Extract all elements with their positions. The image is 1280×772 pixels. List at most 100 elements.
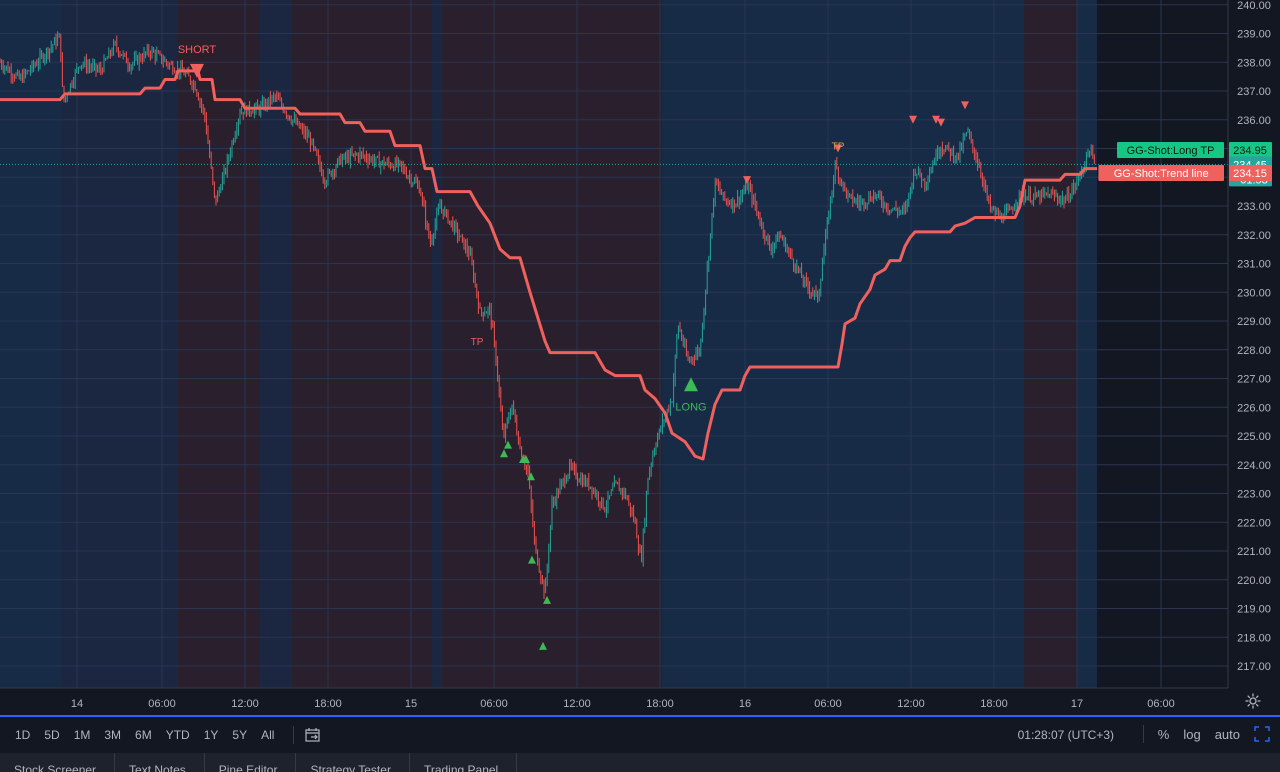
sell-signal-marker [909,115,917,124]
range-3m-button[interactable]: 3M [104,728,122,742]
y-tick-label: 222.00 [1237,517,1271,529]
y-tick-label: 224.00 [1237,460,1271,472]
buy-signal-marker [528,555,536,564]
x-tick-label: 12:00 [563,698,591,710]
buy-signal-marker [504,440,512,449]
price-axis-bg [1228,0,1280,715]
zone-neutral [432,0,442,688]
y-tick-label: 240.00 [1237,0,1271,12]
x-tick-label: 06:00 [148,698,176,710]
scale-controls: % log auto [1142,725,1270,743]
tp-marker: TP [471,337,484,348]
y-tick-label: 221.00 [1237,546,1271,558]
range-ytd-button[interactable]: YTD [165,728,190,742]
clock-timezone[interactable]: 01:28:07 (UTC+3) [1017,728,1114,742]
buy-signal-marker [527,472,535,481]
range-all-button[interactable]: All [261,728,275,742]
y-tick-label: 228.00 [1237,345,1271,357]
long-signal-label: LONG [675,401,706,413]
tab-trading-panel[interactable]: Trading Panel [410,753,518,772]
y-tick-label: 231.00 [1237,259,1271,271]
sell-signal-marker [932,115,940,124]
price-labels: GG-Shot:Long TP234.95234.4501:53GG-Shot:… [1098,141,1272,187]
y-tick-label: 239.00 [1237,29,1271,41]
sell-signal-marker [834,144,842,153]
y-tick-label: 227.00 [1237,374,1271,386]
range-6m-button[interactable]: 6M [135,728,152,742]
toolbar-divider [293,726,295,744]
range-5d-button[interactable]: 5D [44,728,60,742]
sell-signal-marker [961,101,969,110]
y-tick-label: 219.00 [1237,604,1271,616]
range-1d-button[interactable]: 1D [15,728,31,742]
tab-pine-editor[interactable]: Pine Editor [205,753,297,772]
y-tick-label: 230.00 [1237,287,1271,299]
y-tick-label: 232.00 [1237,230,1271,242]
range-1y-button[interactable]: 1Y [203,728,219,742]
price-chart[interactable]: SHORT LONG TP TP 217.00 218.00 219.00 220.00 221… [0,0,1280,715]
sell-signal-marker [937,118,945,127]
future-area [1097,0,1228,688]
price-tag [1229,141,1272,158]
y-tick-label: 220.00 [1237,575,1271,587]
toolbar-divider [1142,725,1144,743]
buy-signal-marker [539,641,547,650]
x-tick-label: 06:00 [814,698,842,710]
short-signal-label: SHORT [178,44,217,56]
bottom-panel-tabs: Stock Screener Text Notes Pine Editor St… [0,753,1280,772]
y-tick-label: 229.00 [1237,316,1271,328]
y-tick-label: 238.00 [1237,57,1271,69]
x-tick-label: 06:00 [1147,698,1175,710]
zone-bear [178,0,260,688]
bottom-toolbar: 1D 5D 1M 3M 6M YTD 1Y 5Y All 01:28:07 (U… [0,715,1280,753]
buy-signal-marker [500,449,508,458]
sell-signal-marker [190,63,204,78]
x-tick-label: 06:00 [480,698,508,710]
percent-scale-button[interactable]: % [1157,726,1170,742]
x-tick-label: 18:00 [646,698,674,710]
buy-signal-marker [543,595,551,604]
series-name-tag [1117,141,1224,158]
x-tick-label: 14 [71,698,83,710]
fullscreen-icon[interactable] [1254,726,1270,742]
y-tick-label: 237.00 [1237,86,1271,98]
range-5y-button[interactable]: 5Y [232,728,248,742]
zone-bull [1077,0,1097,688]
auto-scale-button[interactable]: auto [1214,726,1240,742]
zone-neutral [62,0,178,688]
y-tick-label: 217.00 [1237,661,1271,673]
x-tick-label: 15 [405,698,417,710]
price-tag-value: 234.15 [1233,168,1267,180]
tab-strategy-tester[interactable]: Strategy Tester [296,753,410,772]
buy-signal-marker [684,377,698,392]
x-tick-label: 18:00 [980,698,1008,710]
y-tick-label: 236.00 [1237,115,1271,127]
price-tag-value: 234.95 [1233,145,1267,157]
price-axis: 217.00 218.00 219.00 220.00 221.00 222.00 223.… [1227,0,1280,715]
tp-marker: TP [832,142,845,153]
grid [0,0,1228,688]
series-name-label: GG-Shot:Long TP [1127,145,1215,157]
buy-signal-marker [522,455,530,463]
x-tick-label: 12:00 [897,698,925,710]
sell-signal-marker [743,176,751,185]
time-axis-bg [0,688,1228,715]
y-tick-label: 226.00 [1237,402,1271,414]
signals: SHORT LONG [178,44,969,650]
axis-corner [1228,688,1280,715]
zone-bear [1024,0,1077,688]
trend-line-series [0,69,1097,461]
log-scale-button[interactable]: log [1183,726,1201,742]
chart-settings-icon[interactable] [1244,692,1262,710]
time-axis: 14 06:00 12:00 18:00 15 06:00 12:00 18:00 16 06:0… [0,687,1280,715]
tab-text-notes[interactable]: Text Notes [115,753,205,772]
range-1m-button[interactable]: 1M [73,728,91,742]
y-tick-label: 233.00 [1237,201,1271,213]
go-to-date-icon[interactable] [304,727,322,743]
series-name-tag [1098,164,1224,181]
zone-bear [442,0,662,688]
y-tick-label: 218.00 [1237,632,1271,644]
zone-neutral [260,0,292,688]
tab-stock-screener[interactable]: Stock Screener [0,753,116,772]
chart-area[interactable]: SHORT LONG TP TP 217.00 218.00 219.00 220.00 221… [0,0,1280,715]
